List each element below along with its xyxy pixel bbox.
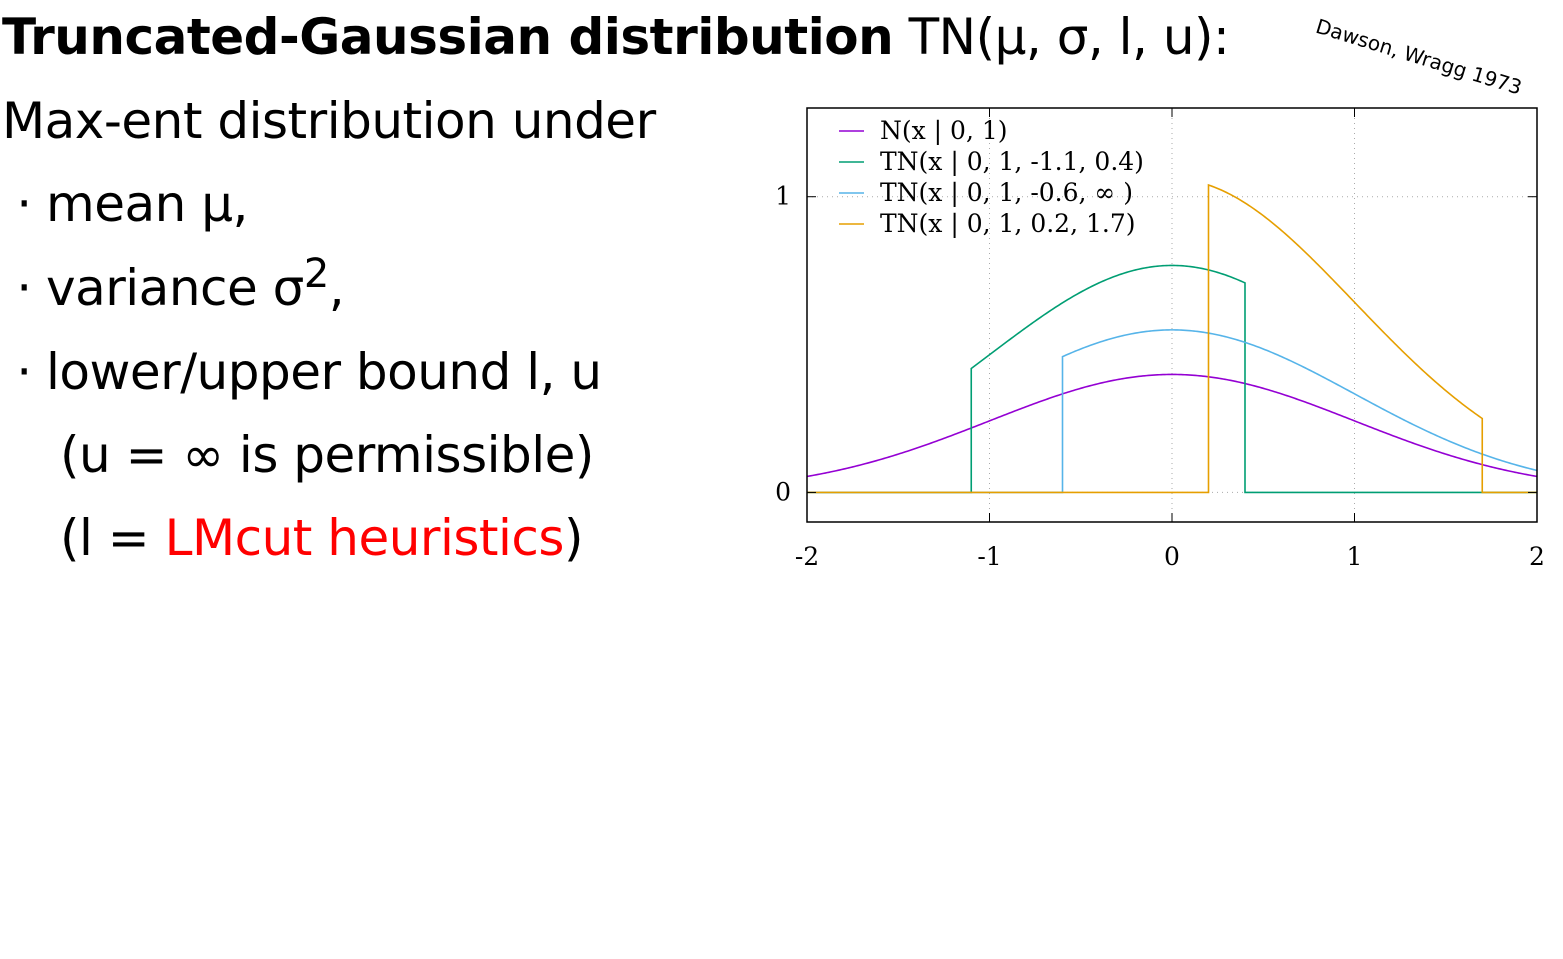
- bullet-mean-text: mean μ,: [46, 175, 248, 233]
- legend-entry-2: TN(x | 0, 1, -0.6, ∞ ): [880, 178, 1133, 208]
- bullet-dot: ·: [16, 343, 32, 401]
- title-bold: Truncated-Gaussian distribution: [2, 8, 894, 66]
- bullet-bounds-text: lower/upper bound l, u: [46, 343, 602, 401]
- bullet-dot: ·: [16, 259, 32, 317]
- bullet-bounds: · lower/upper bound l, u: [2, 343, 602, 401]
- bullet-variance-text: variance σ: [46, 259, 304, 317]
- x-tick-label: 1: [1347, 542, 1363, 571]
- note-lmcut-open: (l =: [60, 509, 165, 567]
- note-lmcut: (l = LMcut heuristics): [60, 509, 583, 567]
- x-tick-label: -2: [795, 542, 819, 571]
- bullet-variance: · variance σ2,: [2, 254, 345, 317]
- series-line-0: [806, 373, 1538, 478]
- y-tick-label: 1: [775, 182, 791, 211]
- legend-entry-3: TN(x | 0, 1, 0.2, 1.7): [880, 209, 1135, 239]
- truncated-gaussian-chart: -2 -1 0 1 2 0 1 N(x | 0, 1)TN(x | 0, 1, -1.1, 0…: [775, 107, 1545, 571]
- superscript-2: 2: [303, 251, 329, 297]
- y-tick-label: 0: [775, 477, 791, 506]
- bullet-dot: ·: [16, 175, 32, 233]
- legend-entry-0: N(x | 0, 1): [880, 116, 1008, 146]
- citation: Dawson, Wragg 1973: [1312, 14, 1525, 100]
- title-formula: TN(μ, σ, l, u):: [893, 8, 1230, 66]
- lmcut-heuristics-highlight: LMcut heuristics: [164, 509, 565, 567]
- bullet-variance-comma: ,: [328, 259, 345, 317]
- slide-title: Truncated-Gaussian distribution TN(μ, σ,…: [2, 8, 1230, 66]
- x-tick-label: -1: [977, 542, 1001, 571]
- intro-text: Max-ent distribution under: [2, 92, 656, 150]
- note-lmcut-close: ): [563, 509, 584, 567]
- series-line-3: [807, 183, 1537, 494]
- note-infinity: (u = ∞ is permissible): [60, 426, 594, 484]
- x-tick-label: 0: [1164, 542, 1180, 571]
- legend-entry-1: TN(x | 0, 1, -1.1, 0.4): [880, 147, 1144, 177]
- bullet-mean: · mean μ,: [2, 175, 248, 233]
- x-tick-label: 2: [1529, 542, 1545, 571]
